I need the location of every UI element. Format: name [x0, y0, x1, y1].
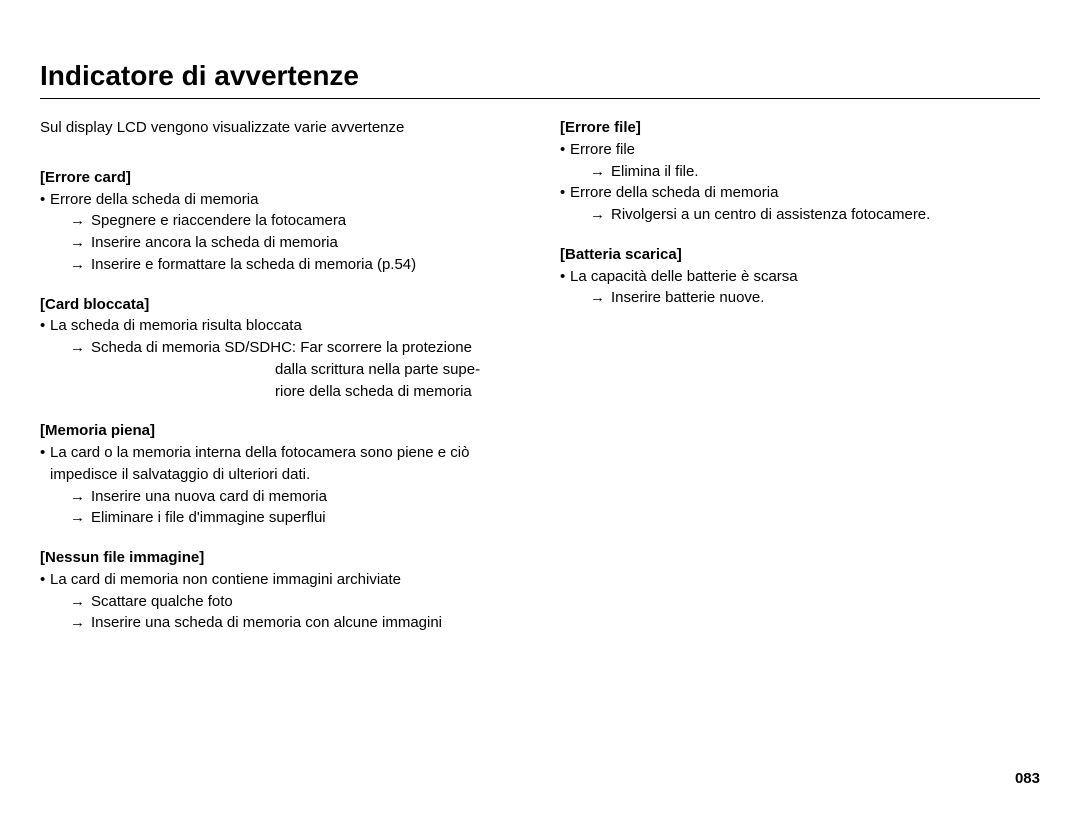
- bullet-text: La card di memoria non contiene immagini…: [50, 569, 520, 591]
- arrow-text: Eliminare i file d'immagine superflui: [91, 507, 520, 529]
- page-number: 083: [1015, 770, 1040, 787]
- right-column: [Errore file] •Errore file →Elimina il f…: [560, 117, 1040, 652]
- bullet-item: •La card di memoria non contiene immagin…: [40, 569, 520, 591]
- bullet-item: •Errore della scheda di memoria: [40, 189, 520, 211]
- section-heading: [Errore file]: [560, 117, 1040, 139]
- arrow-text: Inserire ancora la scheda di memoria: [91, 232, 520, 254]
- arrow-icon: →: [70, 337, 91, 359]
- arrow-icon: →: [70, 232, 91, 254]
- arrow-text: Rivolgersi a un centro di assistenza fot…: [611, 204, 1040, 226]
- left-column: Sul display LCD vengono visualizzate var…: [40, 117, 520, 652]
- bullet-item: •La card o la memoria interna della foto…: [40, 442, 520, 486]
- section-errore-card: [Errore card] •Errore della scheda di me…: [40, 167, 520, 276]
- arrow-item: →Spegnere e riaccendere la fotocamera: [40, 210, 520, 232]
- arrow-text: Inserire una nuova card di memoria: [91, 486, 520, 508]
- section-heading: [Card bloccata]: [40, 294, 520, 316]
- arrow-item: →Scheda di memoria SD/SDHC: Far scorrere…: [40, 337, 520, 359]
- bullet-text: Errore della scheda di memoria: [570, 182, 1040, 204]
- bullet-item: •Errore file: [560, 139, 1040, 161]
- section-heading: [Memoria piena]: [40, 420, 520, 442]
- arrow-icon: →: [70, 210, 91, 232]
- arrow-item: →Inserire una scheda di memoria con alcu…: [40, 612, 520, 634]
- content-columns: Sul display LCD vengono visualizzate var…: [40, 117, 1040, 652]
- arrow-item: →Inserire e formattare la scheda di memo…: [40, 254, 520, 276]
- section-nessun-file: [Nessun file immagine] •La card di memor…: [40, 547, 520, 634]
- arrow-icon: →: [70, 254, 91, 276]
- section-memoria-piena: [Memoria piena] •La card o la memoria in…: [40, 420, 520, 529]
- arrow-icon: →: [70, 507, 91, 529]
- bullet-item: •La capacità delle batterie è scarsa: [560, 266, 1040, 288]
- arrow-text: Spegnere e riaccendere la fotocamera: [91, 210, 520, 232]
- page-title: Indicatore di avvertenze: [40, 60, 1040, 99]
- arrow-item: →Inserire una nuova card di memoria: [40, 486, 520, 508]
- bullet-item: •Errore della scheda di memoria: [560, 182, 1040, 204]
- arrow-item: →Rivolgersi a un centro di assistenza fo…: [560, 204, 1040, 226]
- arrow-text: Scattare qualche foto: [91, 591, 520, 613]
- continuation-text: riore della scheda di memoria: [40, 381, 520, 403]
- arrow-text: Inserire una scheda di memoria con alcun…: [91, 612, 520, 634]
- arrow-item: →Elimina il file.: [560, 161, 1040, 183]
- arrow-icon: →: [590, 161, 611, 183]
- arrow-icon: →: [590, 287, 611, 309]
- bullet-text: Errore della scheda di memoria: [50, 189, 520, 211]
- bullet-item: •La scheda di memoria risulta bloccata: [40, 315, 520, 337]
- arrow-text: Inserire e formattare la scheda di memor…: [91, 254, 520, 276]
- arrow-icon: →: [590, 204, 611, 226]
- section-card-bloccata: [Card bloccata] •La scheda di memoria ri…: [40, 294, 520, 403]
- section-batteria-scarica: [Batteria scarica] •La capacità delle ba…: [560, 244, 1040, 309]
- bullet-text: La card o la memoria interna della fotoc…: [50, 442, 520, 486]
- arrow-item: →Scattare qualche foto: [40, 591, 520, 613]
- bullet-text: La capacità delle batterie è scarsa: [570, 266, 1040, 288]
- arrow-text: Inserire batterie nuove.: [611, 287, 1040, 309]
- bullet-text: La scheda di memoria risulta bloccata: [50, 315, 520, 337]
- bullet-text: Errore file: [570, 139, 1040, 161]
- intro-text: Sul display LCD vengono visualizzate var…: [40, 117, 520, 139]
- section-errore-file: [Errore file] •Errore file →Elimina il f…: [560, 117, 1040, 226]
- arrow-item: →Eliminare i file d'immagine superflui: [40, 507, 520, 529]
- arrow-item: →Inserire batterie nuove.: [560, 287, 1040, 309]
- arrow-icon: →: [70, 486, 91, 508]
- arrow-icon: →: [70, 591, 91, 613]
- continuation-text: dalla scrittura nella parte supe-: [40, 359, 520, 381]
- section-heading: [Nessun file immagine]: [40, 547, 520, 569]
- arrow-text: Scheda di memoria SD/SDHC: Far scorrere …: [91, 337, 520, 359]
- arrow-item: →Inserire ancora la scheda di memoria: [40, 232, 520, 254]
- section-heading: [Batteria scarica]: [560, 244, 1040, 266]
- section-heading: [Errore card]: [40, 167, 520, 189]
- arrow-text: Elimina il file.: [611, 161, 1040, 183]
- arrow-icon: →: [70, 612, 91, 634]
